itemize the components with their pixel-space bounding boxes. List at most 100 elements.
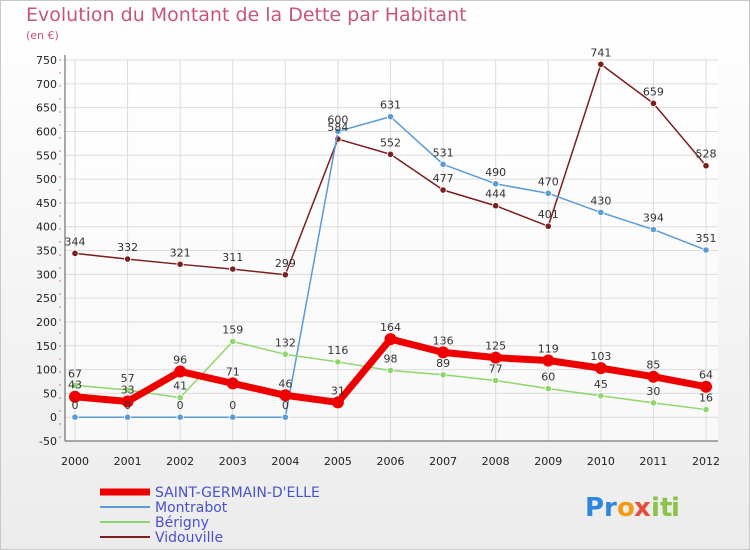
data-point-saint-germain-d-elle (331, 396, 344, 409)
x-tick-label: 2004 (271, 455, 299, 468)
data-label-saint-germain-d-elle: 164 (380, 321, 401, 334)
legend-label-saint-germain-d-elle: SAINT-GERMAIN-D'ELLE (155, 485, 320, 501)
x-tick-label: 2002 (166, 455, 194, 468)
data-point-b-rigny (649, 399, 658, 407)
data-label-montrabot: 0 (282, 399, 289, 412)
x-tick-label: 2009 (534, 455, 562, 468)
data-point-montrabot (123, 413, 132, 421)
y-tick-label: 100 (36, 364, 57, 377)
data-point-vidouville (229, 265, 237, 273)
y-tick-label: 450 (36, 197, 57, 210)
data-label-saint-germain-d-elle: 64 (699, 369, 713, 382)
data-point-vidouville (71, 249, 79, 257)
data-label-montrabot: 394 (643, 212, 664, 225)
logo-letter: o (617, 493, 635, 523)
data-label-vidouville: 659 (643, 85, 664, 98)
data-label-vidouville: 299 (275, 257, 296, 270)
data-point-montrabot (597, 208, 605, 216)
data-label-saint-germain-d-elle: 31 (331, 384, 345, 397)
data-point-vidouville (544, 222, 552, 230)
y-tick-label: 550 (36, 149, 57, 162)
x-tick-label: 2005 (324, 455, 352, 468)
data-label-saint-germain-d-elle: 33 (121, 383, 135, 396)
data-point-saint-germain-d-elle (279, 389, 292, 402)
data-point-vidouville (123, 255, 132, 263)
legend: SAINT-GERMAIN-D'ELLEMontrabotBérignyVido… (100, 485, 320, 546)
data-label-montrabot: 0 (177, 399, 184, 412)
data-point-b-rigny (597, 392, 605, 400)
data-point-vidouville (176, 260, 184, 268)
data-label-montrabot: 0 (72, 399, 79, 412)
y-tick-label: 700 (36, 78, 57, 91)
data-labels: 344 332 321 311 299 584 552 477 444 401 741 659 528 0… (65, 46, 717, 412)
data-label-montrabot: 470 (538, 175, 559, 188)
data-label-montrabot: 430 (590, 194, 611, 207)
data-label-b-rigny: 57 (121, 372, 135, 385)
y-tick-label: 350 (36, 245, 57, 258)
data-label-b-rigny: 67 (68, 367, 82, 380)
logo-letter: i (671, 493, 680, 523)
y-tick-label: 750 (36, 54, 57, 67)
y-tick-labels: -50 0 50 100 150 200 250 300 350 400 450 500 550 600 6… (36, 54, 57, 448)
x-tick-label: 2010 (587, 455, 615, 468)
data-point-montrabot (439, 160, 447, 168)
legend-label-montrabot: Montrabot (155, 500, 228, 516)
data-point-b-rigny (702, 405, 710, 414)
data-point-saint-germain-d-elle (226, 377, 239, 390)
data-label-b-rigny: 132 (275, 336, 296, 349)
data-point-saint-germain-d-elle (384, 333, 397, 346)
data-point-montrabot (492, 180, 500, 188)
x-tick-label: 2003 (219, 455, 247, 468)
data-label-montrabot: 600 (327, 113, 348, 126)
data-label-vidouville: 552 (380, 136, 401, 149)
legend-label-vidouville: Vidouville (155, 530, 223, 546)
data-label-saint-germain-d-elle: 103 (590, 350, 611, 363)
data-label-vidouville: 528 (696, 148, 717, 161)
logo-letter: r (604, 493, 617, 523)
data-point-montrabot (229, 413, 237, 421)
data-point-vidouville (386, 150, 395, 158)
data-point-b-rigny (123, 386, 132, 394)
y-tick-label: -50 (39, 435, 57, 448)
data-point-montrabot (71, 413, 79, 421)
data-point-saint-germain-d-elle (437, 346, 450, 359)
data-label-saint-germain-d-elle: 85 (646, 359, 660, 372)
data-point-vidouville (439, 186, 447, 194)
data-point-montrabot (649, 225, 658, 234)
data-point-montrabot (281, 413, 289, 421)
y-tick-label: 0 (50, 411, 57, 424)
data-point-vidouville (702, 162, 710, 170)
data-label-saint-germain-d-elle: 125 (485, 340, 506, 353)
x-tick-label: 2007 (429, 455, 457, 468)
chart-title: Evolution du Montant de la Dette par Hab… (26, 4, 467, 26)
data-point-b-rigny (544, 385, 552, 393)
data-label-saint-germain-d-elle: 96 (173, 353, 187, 366)
x-tick-label: 2008 (482, 455, 510, 468)
data-point-b-rigny (229, 337, 237, 346)
data-point-vidouville (492, 202, 500, 210)
data-label-montrabot: 0 (124, 399, 131, 412)
data-point-b-rigny (334, 358, 342, 366)
data-label-b-rigny: 89 (436, 357, 450, 370)
logo-letter: x (634, 493, 651, 523)
data-point-montrabot (386, 113, 395, 121)
data-point-montrabot (334, 127, 342, 136)
y-tick-label: 300 (36, 268, 57, 281)
data-label-b-rigny: 77 (489, 363, 503, 376)
data-label-vidouville: 477 (433, 172, 454, 185)
x-tick-label: 2001 (114, 455, 142, 468)
logo-letter: i (651, 493, 660, 523)
data-label-vidouville: 401 (538, 208, 559, 221)
data-label-saint-germain-d-elle: 119 (538, 343, 559, 356)
y-tick-label: 650 (36, 102, 57, 115)
data-label-montrabot: 0 (229, 399, 236, 412)
data-label-vidouville: 444 (485, 188, 506, 201)
data-point-montrabot (702, 246, 710, 254)
y-tick-label: 50 (43, 387, 57, 400)
data-label-vidouville: 584 (327, 121, 348, 134)
data-point-saint-germain-d-elle (174, 365, 187, 378)
data-point-montrabot (176, 413, 184, 421)
x-tick-label: 2012 (692, 455, 720, 468)
